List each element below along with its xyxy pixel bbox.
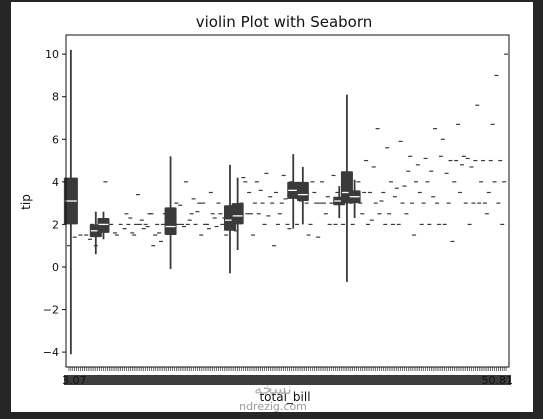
watermark-arabic: نسخه	[254, 379, 292, 398]
plot-area: −4 −2 0 2 4 6 8 10 3.07 50.81	[43, 34, 514, 387]
y-tick-label: 10	[45, 48, 59, 61]
y-tick-label: 8	[52, 91, 59, 104]
y-tick-label: −2	[43, 304, 59, 317]
chart-title: violin Plot with Seaborn	[196, 13, 373, 31]
y-tick-label: 6	[52, 133, 59, 146]
figure: violin Plot with Seaborn tip total_bill …	[11, 2, 533, 412]
y-axis-label: tip	[19, 194, 33, 210]
y-tick-label: −4	[43, 346, 59, 359]
violin-box	[164, 207, 177, 236]
violin-chart: violin Plot with Seaborn tip total_bill …	[19, 13, 514, 412]
x-tick-label-first: 3.07	[62, 374, 87, 387]
violin-box	[97, 218, 110, 233]
axes-frame	[65, 34, 510, 368]
y-tick-label: 2	[52, 218, 59, 231]
violin-box	[296, 181, 309, 201]
y-tick-label: 4	[52, 176, 59, 189]
x-axis-label: total_bill	[259, 390, 310, 404]
x-tick-label-band	[64, 375, 511, 385]
y-tick-label: 0	[52, 261, 59, 274]
watermark-url: ndrezig.com	[239, 400, 307, 412]
x-tick-label-last: 50.81	[482, 374, 514, 387]
violin-box	[231, 203, 244, 225]
